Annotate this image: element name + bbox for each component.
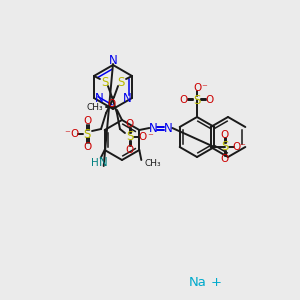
Text: O: O (232, 142, 241, 152)
Text: N: N (123, 92, 131, 104)
Text: N: N (94, 92, 103, 104)
Text: O: O (206, 95, 214, 105)
Text: ⁻: ⁻ (147, 132, 153, 142)
Text: O: O (220, 154, 229, 164)
Text: CH₃: CH₃ (86, 103, 103, 112)
Text: H: H (91, 158, 99, 168)
Text: S: S (117, 76, 125, 89)
Text: S: S (83, 128, 91, 140)
Text: O: O (70, 129, 78, 139)
Text: N: N (109, 53, 117, 67)
Text: O: O (180, 95, 188, 105)
Text: N: N (149, 122, 158, 134)
Text: S: S (126, 130, 134, 143)
Text: O: O (83, 142, 91, 152)
Text: S: S (221, 140, 228, 154)
Text: O: O (126, 119, 134, 129)
Text: CH₃: CH₃ (144, 158, 161, 167)
Text: ⁻: ⁻ (64, 129, 70, 139)
Text: O: O (139, 132, 147, 142)
Text: O: O (108, 99, 116, 109)
Text: N: N (164, 122, 173, 134)
Text: O: O (126, 145, 134, 155)
Text: ⁻: ⁻ (240, 142, 246, 152)
Text: O: O (83, 116, 91, 126)
Text: S: S (193, 94, 201, 106)
Text: Na: Na (189, 275, 207, 289)
Text: N: N (99, 157, 108, 169)
Text: S: S (101, 76, 109, 89)
Text: O: O (193, 83, 201, 93)
Text: ⁻: ⁻ (201, 83, 207, 93)
Text: +: + (211, 275, 221, 289)
Text: O: O (220, 130, 229, 140)
